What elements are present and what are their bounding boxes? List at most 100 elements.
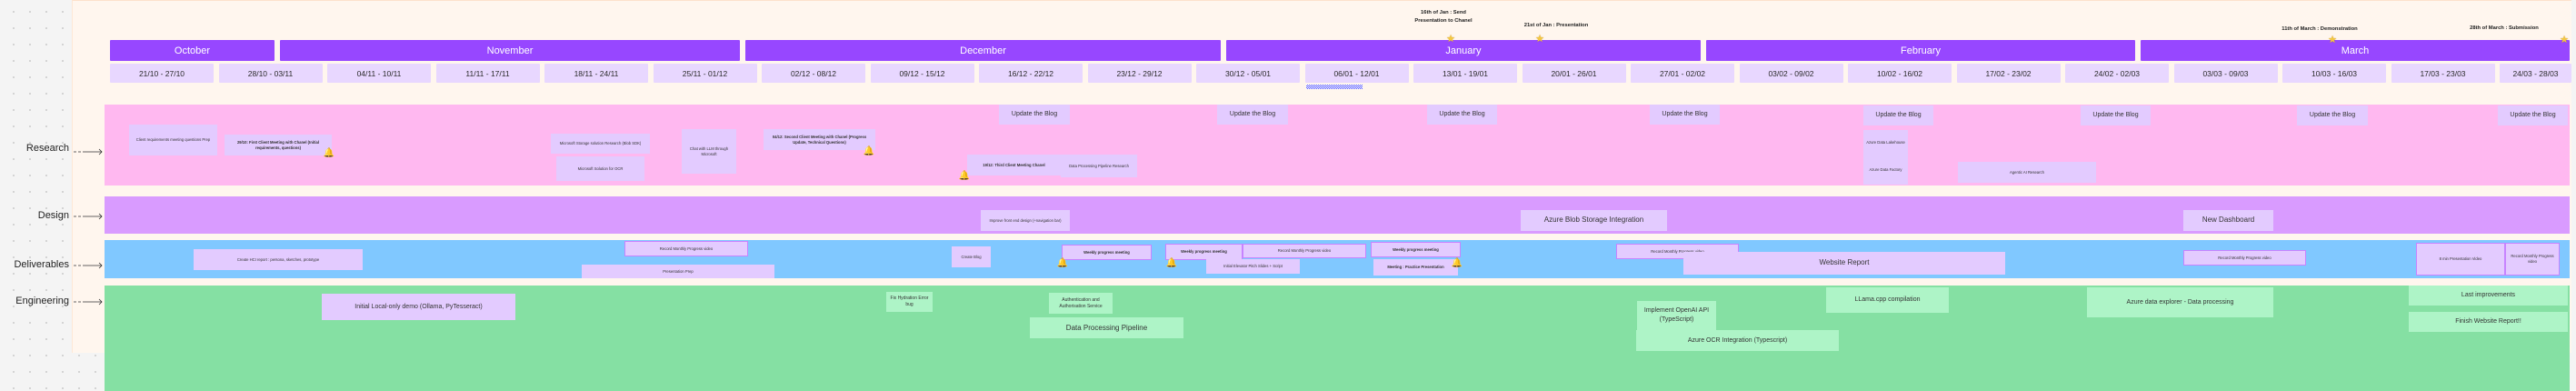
sticky-note[interactable]: Data Processing Pipeline Research <box>1061 155 1137 177</box>
sticky-note[interactable]: Azure Blob Storage Integration <box>1521 210 1667 231</box>
sticky-note[interactable]: Weekly progress meeting <box>1062 245 1152 260</box>
sticky-note[interactable]: Agentic AI Research <box>1958 162 2096 183</box>
star-icon: ★ <box>1446 34 1455 45</box>
sticky-note[interactable]: Implement OpenAI API (TypeScript) <box>1637 301 1716 330</box>
sticky-note[interactable]: Authentication and Authorisation Service <box>1049 293 1113 314</box>
sticky-note[interactable]: Fix Hydration Error bug <box>886 292 933 312</box>
sticky-note[interactable]: Data Processing Pipeline <box>1030 317 1183 338</box>
milestone-text: Presentation to Chanel <box>1414 17 1473 24</box>
sticky-note[interactable]: Website Report <box>1683 252 2005 275</box>
row-label-research: Research <box>25 143 69 154</box>
week-cell: 23/12 - 29/12 <box>1087 64 1192 83</box>
sticky-note[interactable]: Microsoft Solution for OCR <box>556 156 644 181</box>
sticky-note[interactable]: Create HCI report : persona, sketches, p… <box>194 249 363 270</box>
update-blog-note[interactable]: Update the Blog <box>1863 105 1933 125</box>
month-october: October <box>110 40 275 61</box>
sticky-note[interactable]: Azure Data Lakehouse <box>1863 130 1908 155</box>
row-label-design: Design <box>37 210 69 221</box>
sticky-note[interactable]: 19/12: Third Client Meeting Chanel <box>967 155 1061 175</box>
week-cell: 10/03 - 16/03 <box>2282 64 2386 83</box>
week-cell: 02/12 - 08/12 <box>762 64 865 83</box>
sticky-note[interactable]: Azure OCR Integration (Typescript) <box>1636 330 1839 351</box>
week-cell: 10/02 - 16/02 <box>1848 64 1952 83</box>
update-blog-note[interactable]: Update the Blog <box>2498 105 2568 125</box>
sticky-note[interactable]: Microsoft Storage solution Research (Blo… <box>551 134 650 154</box>
month-november: November <box>280 40 740 61</box>
week-cell: 17/02 - 23/02 <box>1956 64 2061 83</box>
sticky-note[interactable]: Record Monthly Progress video <box>2183 250 2306 266</box>
week-cell: 11/11 - 17/11 <box>435 64 540 83</box>
week-cell: 25/11 - 01/12 <box>653 64 757 83</box>
week-cell: 03/02 - 09/02 <box>1739 64 1843 83</box>
update-blog-note[interactable]: Update the Blog <box>1427 105 1497 125</box>
update-blog-note[interactable]: Update the Blog <box>1217 105 1288 125</box>
update-blog-note[interactable]: Update the Blog <box>999 105 1070 125</box>
update-blog-note[interactable]: Update the Blog <box>1650 105 1720 125</box>
week-cell: 17/03 - 23/03 <box>2391 64 2495 83</box>
arrow-right-icon <box>74 262 103 269</box>
week-cell: 24/02 - 02/03 <box>2065 64 2169 83</box>
sticky-note[interactable]: 29/10: First Client Meeting with Chanel … <box>225 135 332 155</box>
sticky-note[interactable]: Record Monthly Progress video <box>1243 244 1366 258</box>
update-blog-note[interactable]: Update the Blog <box>2297 105 2368 125</box>
week-cell: 30/12 - 05/01 <box>1196 64 1300 83</box>
bell-icon: 🔔 <box>1165 258 1178 268</box>
sticky-note[interactable]: Azure Data Factory <box>1863 155 1908 185</box>
bell-icon: 🔔 <box>323 148 335 158</box>
star-icon: ★ <box>2560 35 2569 45</box>
sticky-note[interactable]: Weekly progress meeting <box>1165 244 1243 260</box>
milestone-label: 28th of March : Submission <box>2470 25 2539 33</box>
week-cell: 21/10 - 27/10 <box>110 64 214 83</box>
selection-marker <box>1306 85 1363 89</box>
sticky-note[interactable]: Presentation Prep <box>582 265 774 278</box>
sticky-note[interactable]: 8 min Presentation Video <box>2416 243 2505 276</box>
milestone-text: 16th of Jan : Send <box>1421 10 1466 15</box>
week-cell: 27/01 - 02/02 <box>1631 64 1734 83</box>
sticky-note[interactable]: New Dashboard <box>2183 210 2273 231</box>
milestone-label: 21st of Jan : Presentation <box>1524 22 1589 30</box>
milestone-label: 11th of March : Demonstration <box>2281 25 2357 34</box>
bell-icon: 🔔 <box>1056 258 1069 268</box>
star-icon: ★ <box>1535 34 1544 45</box>
sticky-note[interactable]: Improve front end design (+navigation ba… <box>981 210 1070 231</box>
milestone-text: 28th of March : Submission <box>2470 25 2539 31</box>
sticky-note[interactable]: Initial Local-only demo (Ollama, PyTesse… <box>322 294 515 320</box>
sticky-note[interactable]: Initial Elevator Pitch Slides + Script <box>1206 259 1300 274</box>
research-lane <box>105 105 2570 185</box>
week-cell: 20/01 - 26/01 <box>1522 64 1626 83</box>
row-label-deliverables: Deliverables <box>14 259 69 270</box>
star-icon: ★ <box>2328 35 2337 45</box>
sticky-note[interactable]: Last improvements <box>2409 286 2568 306</box>
update-blog-note[interactable]: Update the Blog <box>2081 105 2151 125</box>
week-cell: 24/03 - 28/03 <box>2500 64 2571 83</box>
bell-icon: 🔔 <box>1451 258 1463 268</box>
sticky-note[interactable]: Record Monthly Progress video <box>2505 243 2560 276</box>
sticky-note[interactable]: Chat with LLM through Microsoft <box>682 129 736 174</box>
arrow-right-icon <box>74 298 103 306</box>
sticky-note[interactable]: 04/12: Second Client Meeting with Chanel… <box>764 129 875 150</box>
week-cell: 06/01 - 12/01 <box>1304 64 1409 83</box>
sticky-note[interactable]: Azure data explorer - Data processing <box>2087 287 2273 317</box>
design-lane <box>105 196 2570 234</box>
arrow-right-icon <box>74 213 103 220</box>
bell-icon: 🔔 <box>958 171 971 181</box>
week-cell: 04/11 - 10/11 <box>327 64 431 83</box>
sticky-note[interactable]: Create Blog <box>952 246 991 267</box>
week-cell: 09/12 - 15/12 <box>870 64 974 83</box>
sticky-note[interactable]: Meeting : Practice Presentation <box>1373 259 1458 276</box>
sticky-note[interactable]: LLama.cpp compilation <box>1826 287 1949 313</box>
month-february: February <box>1706 40 2135 61</box>
month-january: January <box>1226 40 1701 61</box>
milestone-label: 16th of Jan : Send Presentation to Chanel <box>1414 9 1472 25</box>
sticky-note[interactable]: Finish Website Report!! <box>2409 312 2568 332</box>
week-cell: 03/03 - 09/03 <box>2173 64 2278 83</box>
week-cell: 18/11 - 24/11 <box>544 64 648 83</box>
sticky-note[interactable]: Weekly progress meeting <box>1371 242 1461 257</box>
milestone-text: 21st of Jan : Presentation <box>1523 23 1589 28</box>
month-march: March <box>2141 40 2570 61</box>
month-december: December <box>745 40 1221 61</box>
row-label-engineering: Engineering <box>15 296 69 306</box>
sticky-note[interactable]: Client requirements meeting questions Pr… <box>129 125 217 155</box>
sticky-note[interactable]: Record Monthly Progress video <box>624 241 748 256</box>
milestone-text: 11th of March : Demonstration <box>2281 26 2358 32</box>
